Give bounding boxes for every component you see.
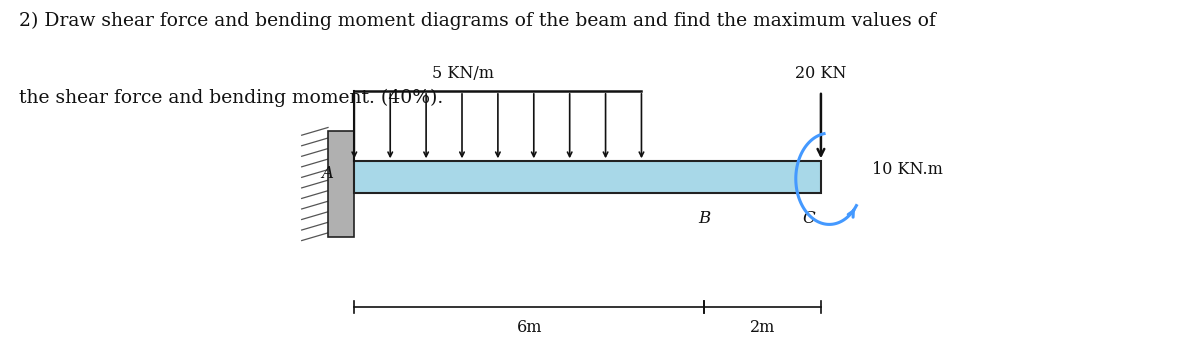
Text: 2m: 2m — [750, 319, 775, 336]
Bar — [354, 161, 821, 193]
Text: the shear force and bending moment. (40%).: the shear force and bending moment. (40%… — [19, 89, 444, 108]
Text: B: B — [698, 210, 710, 227]
Text: C: C — [803, 210, 815, 227]
Text: 2) Draw shear force and bending moment diagrams of the beam and find the maximum: 2) Draw shear force and bending moment d… — [19, 12, 936, 30]
Text: A: A — [320, 165, 332, 182]
Text: 5 KN/m: 5 KN/m — [432, 65, 494, 82]
Text: 10 KN.m: 10 KN.m — [872, 161, 943, 178]
Bar — [328, 131, 354, 237]
Text: 6m: 6m — [516, 319, 542, 336]
Text: 20 KN: 20 KN — [796, 65, 847, 82]
